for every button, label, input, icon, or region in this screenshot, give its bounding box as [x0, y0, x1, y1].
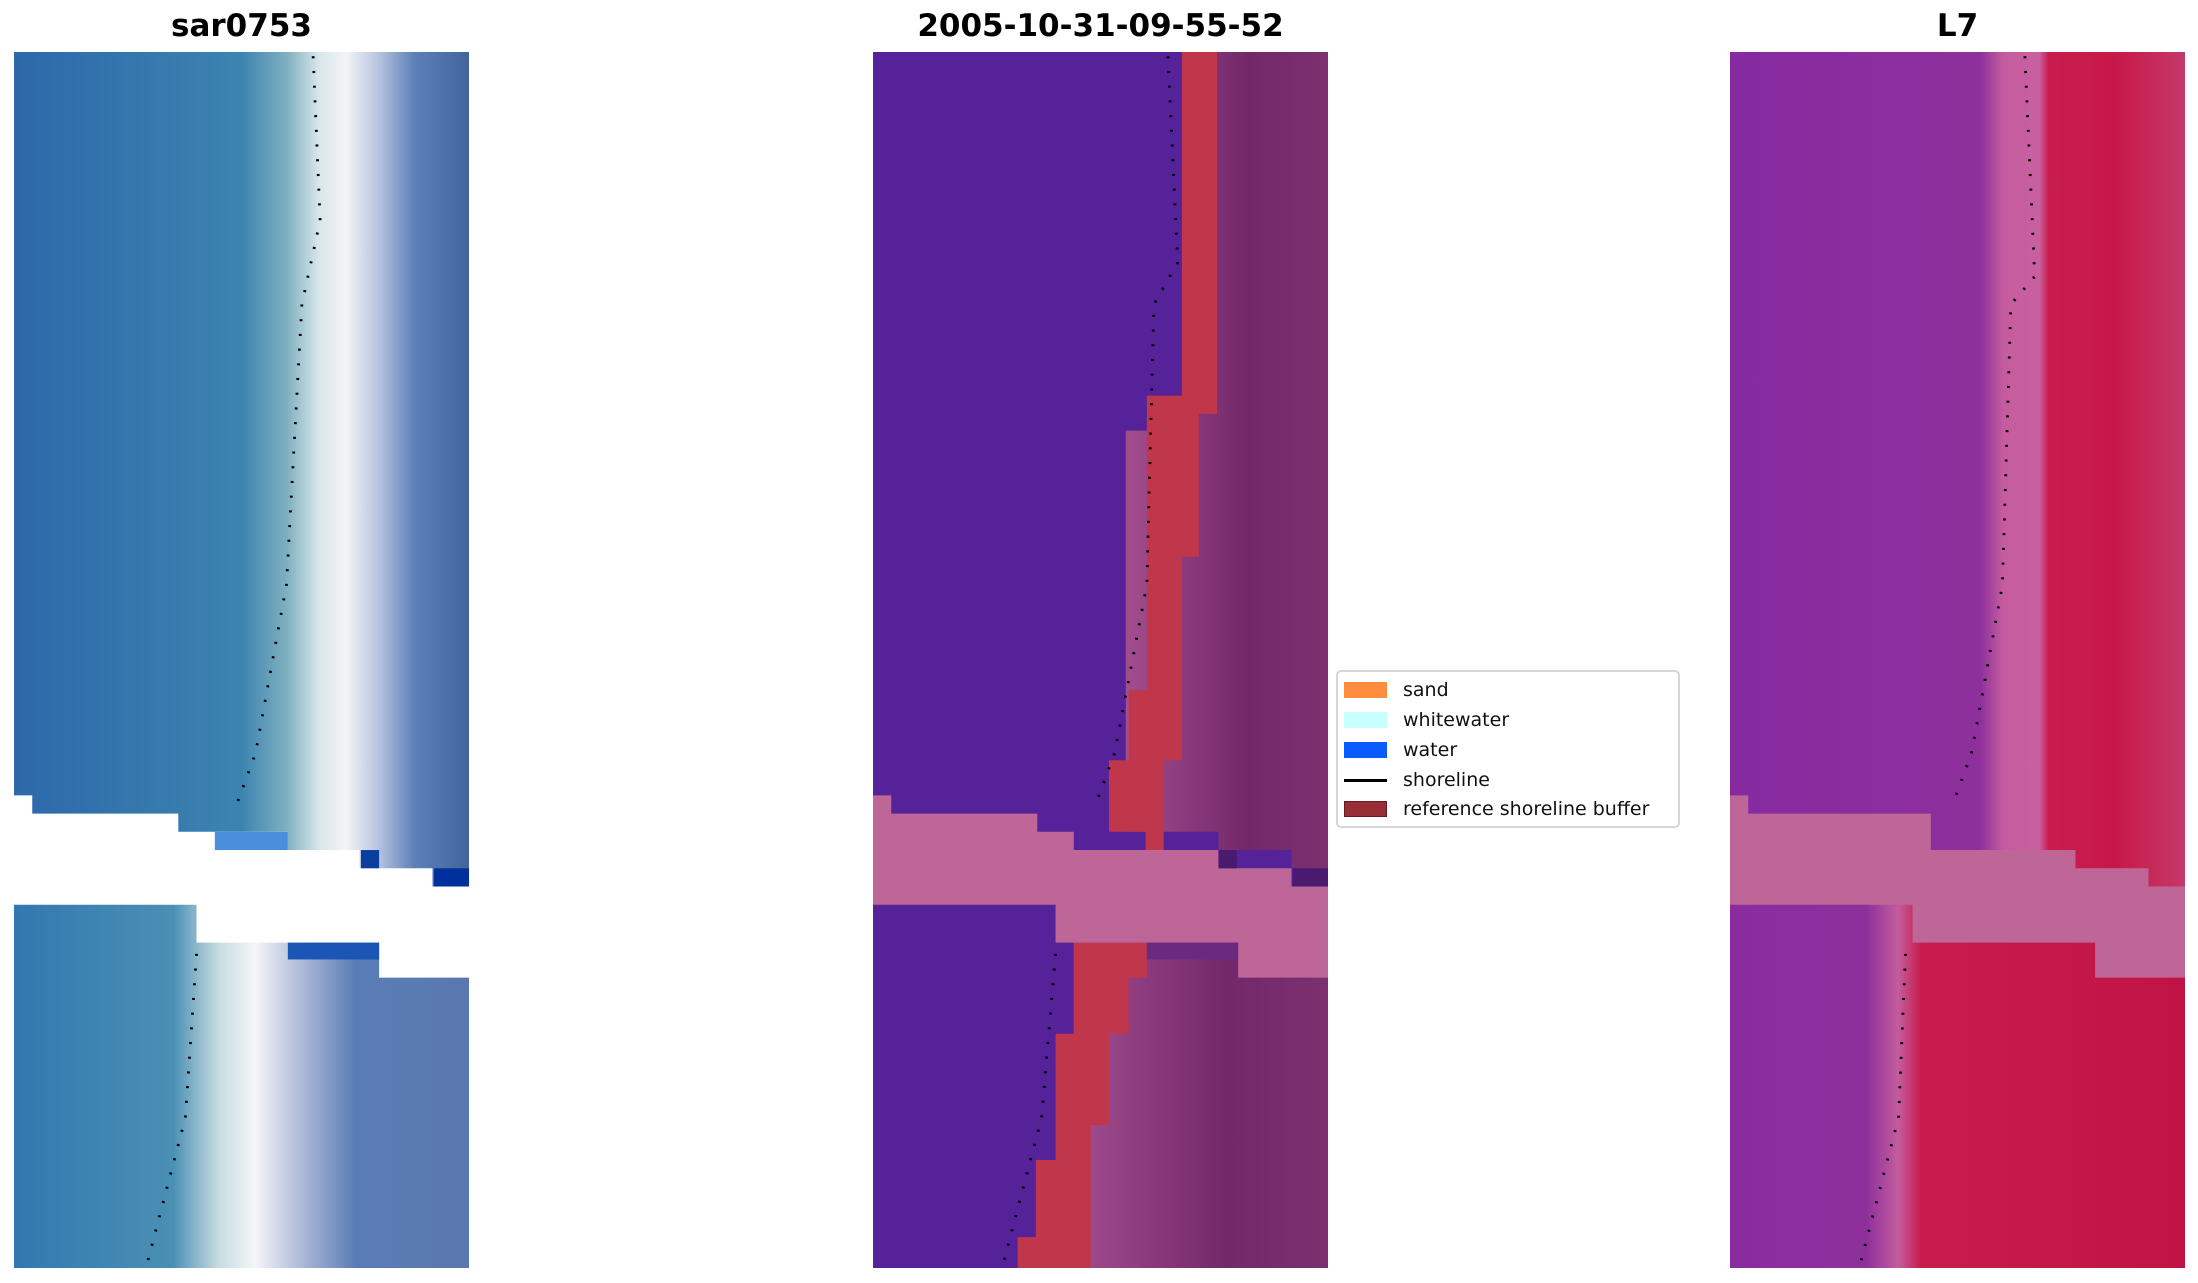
legend-label: reference shoreline buffer	[1403, 798, 1650, 820]
legend-item-reference-buffer: reference shoreline buffer	[1344, 797, 1649, 821]
reference-shoreline-buffer	[1108, 52, 1218, 851]
buffer-swatch	[1344, 801, 1387, 817]
legend: sand whitewater water shoreline referenc…	[1336, 670, 1680, 828]
legend-item-whitewater: whitewater	[1344, 708, 1509, 732]
rgb-image-panel	[14, 52, 469, 1268]
no-data-mask	[873, 795, 1328, 978]
water-swatch	[1344, 742, 1387, 758]
sand-class-bottom	[1073, 942, 1328, 1268]
legend-label: sand	[1403, 679, 1449, 701]
legend-item-sand: sand	[1344, 678, 1449, 702]
dark-patch	[1146, 942, 1239, 960]
no-data-mask	[1730, 795, 2185, 978]
index-image-panel	[1730, 52, 2185, 1268]
legend-label: water	[1403, 739, 1458, 761]
shoreline-line-swatch	[1344, 778, 1387, 782]
water-patch	[360, 850, 380, 869]
wet-patch	[214, 831, 288, 851]
rgb-image-top	[14, 52, 469, 887]
panel-title-rgb: sar0753	[171, 8, 312, 44]
panel-title-classified: 2005-10-31-09-55-52	[917, 8, 1284, 44]
reference-shoreline-buffer	[1017, 942, 1147, 1268]
legend-label: whitewater	[1403, 709, 1510, 731]
classified-image-panel	[873, 52, 1328, 1268]
dark-patch	[1292, 868, 1328, 887]
whitewater-swatch	[1344, 712, 1387, 728]
water-patch	[433, 868, 469, 887]
water-patch	[287, 942, 380, 960]
sand-swatch	[1344, 682, 1387, 698]
legend-item-shoreline: shoreline	[1344, 768, 1490, 792]
index-image-top	[1730, 52, 2185, 894]
dark-patch	[1218, 850, 1237, 869]
legend-label: shoreline	[1403, 769, 1490, 791]
legend-item-water: water	[1344, 738, 1457, 762]
panel-title-index: L7	[1936, 8, 1979, 44]
rgb-image-bottom	[14, 904, 469, 1268]
